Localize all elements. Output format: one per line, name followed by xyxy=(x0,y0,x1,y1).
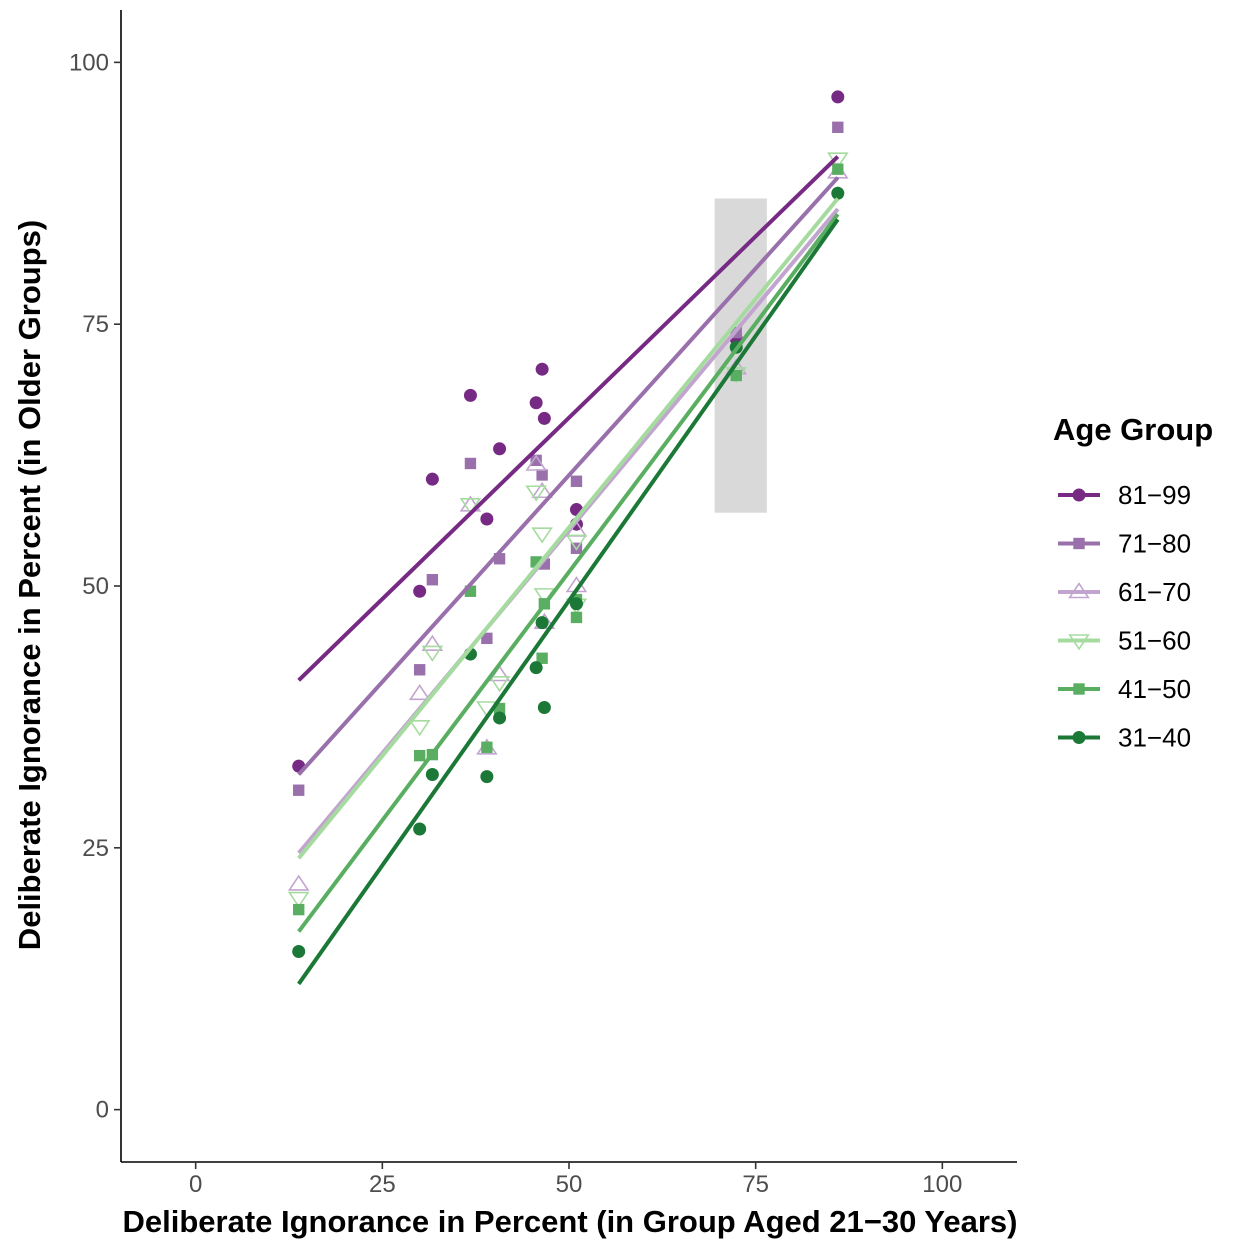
point-s0-1 xyxy=(413,584,427,598)
legend-label-1: 71−80 xyxy=(1118,529,1191,559)
point-s2-6 xyxy=(525,454,547,471)
y-tick-label-4: 100 xyxy=(69,49,109,76)
point-s4-6 xyxy=(530,556,542,568)
point-s5-0 xyxy=(292,944,306,958)
legend-title: Age Group xyxy=(1053,412,1213,447)
x-tick-label-0: 0 xyxy=(189,1171,202,1198)
point-s2-2 xyxy=(421,634,444,651)
point-s1-6 xyxy=(530,454,542,467)
legend-swatch-marker-1 xyxy=(1073,537,1085,550)
point-s2-7 xyxy=(531,481,553,499)
point-s4-11 xyxy=(730,369,742,382)
point-s2-1 xyxy=(408,683,431,701)
point-s5-8 xyxy=(537,700,551,714)
legend-swatch-marker-4 xyxy=(1073,683,1085,695)
legend-label-0: 81−99 xyxy=(1118,480,1191,510)
point-s0-7 xyxy=(535,362,549,376)
x-tick-label-4: 100 xyxy=(922,1171,962,1198)
trend-line-5 xyxy=(297,218,840,986)
y-tick-label-2: 50 xyxy=(82,573,109,600)
trend-line-1 xyxy=(297,176,840,776)
point-s5-7 xyxy=(535,616,549,630)
point-s1-1 xyxy=(413,664,426,676)
y-tick-label-0: 0 xyxy=(96,1097,109,1124)
legend-label-5: 31−40 xyxy=(1118,723,1191,753)
point-s1-2 xyxy=(426,574,439,586)
axes: 0 25 50 75 100 0 25 50 75 100 xyxy=(69,10,1017,1198)
legend: Age Group 81−99 71−80 61−70 51−60 41−50 31−40 xyxy=(1053,412,1213,753)
point-s0-4 xyxy=(480,512,494,526)
point-s5-4 xyxy=(480,770,494,784)
point-s4-12 xyxy=(832,163,844,175)
point-s3-7 xyxy=(531,527,553,544)
point-s5-11 xyxy=(831,186,845,200)
y-tick-label-3: 75 xyxy=(82,311,109,338)
legend-label-4: 41−50 xyxy=(1118,674,1191,704)
trend-line-4 xyxy=(297,213,840,933)
point-s1-8 xyxy=(538,558,551,570)
legend-swatch-marker-3 xyxy=(1068,634,1090,651)
point-s4-5 xyxy=(493,702,506,715)
point-s0-2 xyxy=(425,472,439,486)
trend-line-3 xyxy=(297,197,840,860)
point-s3-3 xyxy=(459,498,482,515)
point-s1-7 xyxy=(536,469,548,481)
y-axis-title: Deliberate Ignorance in Percent (in Olde… xyxy=(12,220,47,950)
point-s1-3 xyxy=(464,457,477,470)
point-s0-8 xyxy=(537,411,551,425)
point-s4-7 xyxy=(536,652,548,664)
point-s3-9 xyxy=(565,534,588,551)
point-s5-1 xyxy=(413,822,427,836)
legend-label-3: 51−60 xyxy=(1118,626,1191,656)
legend-label-2: 61−70 xyxy=(1118,577,1191,607)
point-s3-6 xyxy=(525,485,547,502)
point-s1-0 xyxy=(293,784,305,796)
point-s5-5 xyxy=(493,711,507,725)
plot-area xyxy=(287,90,849,986)
point-s4-10 xyxy=(570,611,583,624)
trend-line-0 xyxy=(297,155,840,682)
point-s0-3 xyxy=(463,388,477,402)
legend-swatch-marker-5 xyxy=(1072,731,1086,744)
point-s3-0 xyxy=(287,891,310,908)
x-axis-title: Deliberate Ignorance in Percent (in Grou… xyxy=(122,1204,1017,1239)
point-s3-5 xyxy=(488,676,511,693)
point-s4-3 xyxy=(464,585,477,597)
point-s4-4 xyxy=(481,741,493,753)
point-s4-0 xyxy=(293,903,305,916)
legend-swatch-marker-2 xyxy=(1068,582,1090,599)
point-s2-0 xyxy=(287,874,310,891)
point-s1-4 xyxy=(481,632,493,645)
legend-swatch-marker-0 xyxy=(1072,488,1086,502)
y-tick-label-1: 25 xyxy=(82,835,109,862)
point-s5-9 xyxy=(569,597,583,611)
point-s5-2 xyxy=(425,768,439,782)
point-s5-6 xyxy=(529,661,543,675)
point-s3-2 xyxy=(421,645,444,662)
point-s3-1 xyxy=(408,720,431,737)
x-tick-label-2: 50 xyxy=(556,1171,583,1198)
x-tick-label-1: 25 xyxy=(369,1171,396,1198)
point-s1-12 xyxy=(832,121,844,133)
point-s0-12 xyxy=(831,90,845,104)
point-s1-9 xyxy=(570,475,583,487)
point-s0-5 xyxy=(493,442,507,456)
x-tick-label-3: 75 xyxy=(742,1171,769,1198)
point-s1-5 xyxy=(493,553,506,565)
point-s4-1 xyxy=(413,749,426,762)
point-s0-6 xyxy=(529,396,543,410)
